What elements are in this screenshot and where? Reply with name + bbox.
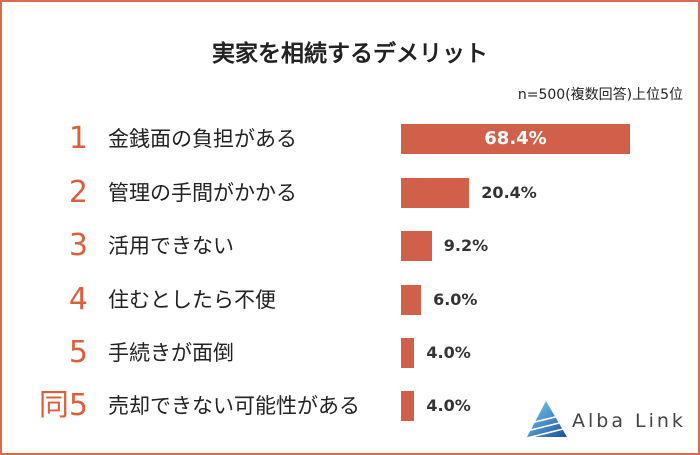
category-label: 住むとしたら不便 [108, 288, 276, 312]
chart-row: 同5 売却できない可能性がある 4.0% [2, 391, 698, 421]
value-label: 68.4% [484, 128, 547, 149]
value-label: 6.0% [433, 290, 478, 309]
chart-title: 実家を相続するデメリット [212, 41, 488, 67]
bar [401, 391, 415, 421]
rank-number: 5 [68, 335, 88, 370]
chart-row: 4 住むとしたら不便 6.0% [2, 285, 698, 315]
bar [401, 285, 422, 315]
rank-number: 3 [68, 228, 88, 263]
category-label: 管理の手間がかかる [108, 181, 297, 205]
chart-row: 1 金銭面の負担がある 68.4% [2, 124, 698, 154]
bar [401, 338, 415, 368]
chart-row: 2 管理の手間がかかる 20.4% [2, 178, 698, 208]
category-label: 売却できない可能性がある [108, 394, 360, 418]
chart-row: 5 手続きが面倒 4.0% [2, 338, 698, 368]
value-label: 4.0% [426, 343, 471, 362]
rank-number: 4 [68, 282, 88, 317]
value-label: 9.2% [443, 236, 489, 255]
chart-subtitle: n=500(複数回答)上位5位 [517, 87, 683, 103]
rank-number: 1 [68, 121, 88, 156]
category-label: 手続きが面倒 [108, 341, 234, 365]
rank-number: 同5 [38, 388, 88, 423]
value-label: 4.0% [426, 396, 471, 415]
bar [401, 124, 630, 154]
logo-text: Alba Link [572, 410, 686, 432]
chart-row: 3 活用できない 9.2% [2, 231, 698, 261]
bar [401, 178, 470, 208]
category-label: 金銭面の負担がある [108, 127, 297, 151]
value-label: 20.4% [481, 183, 537, 202]
alba-link-logo-icon [527, 401, 567, 437]
bar [401, 231, 432, 261]
category-label: 活用できない [108, 234, 234, 258]
rank-number: 2 [68, 175, 88, 210]
